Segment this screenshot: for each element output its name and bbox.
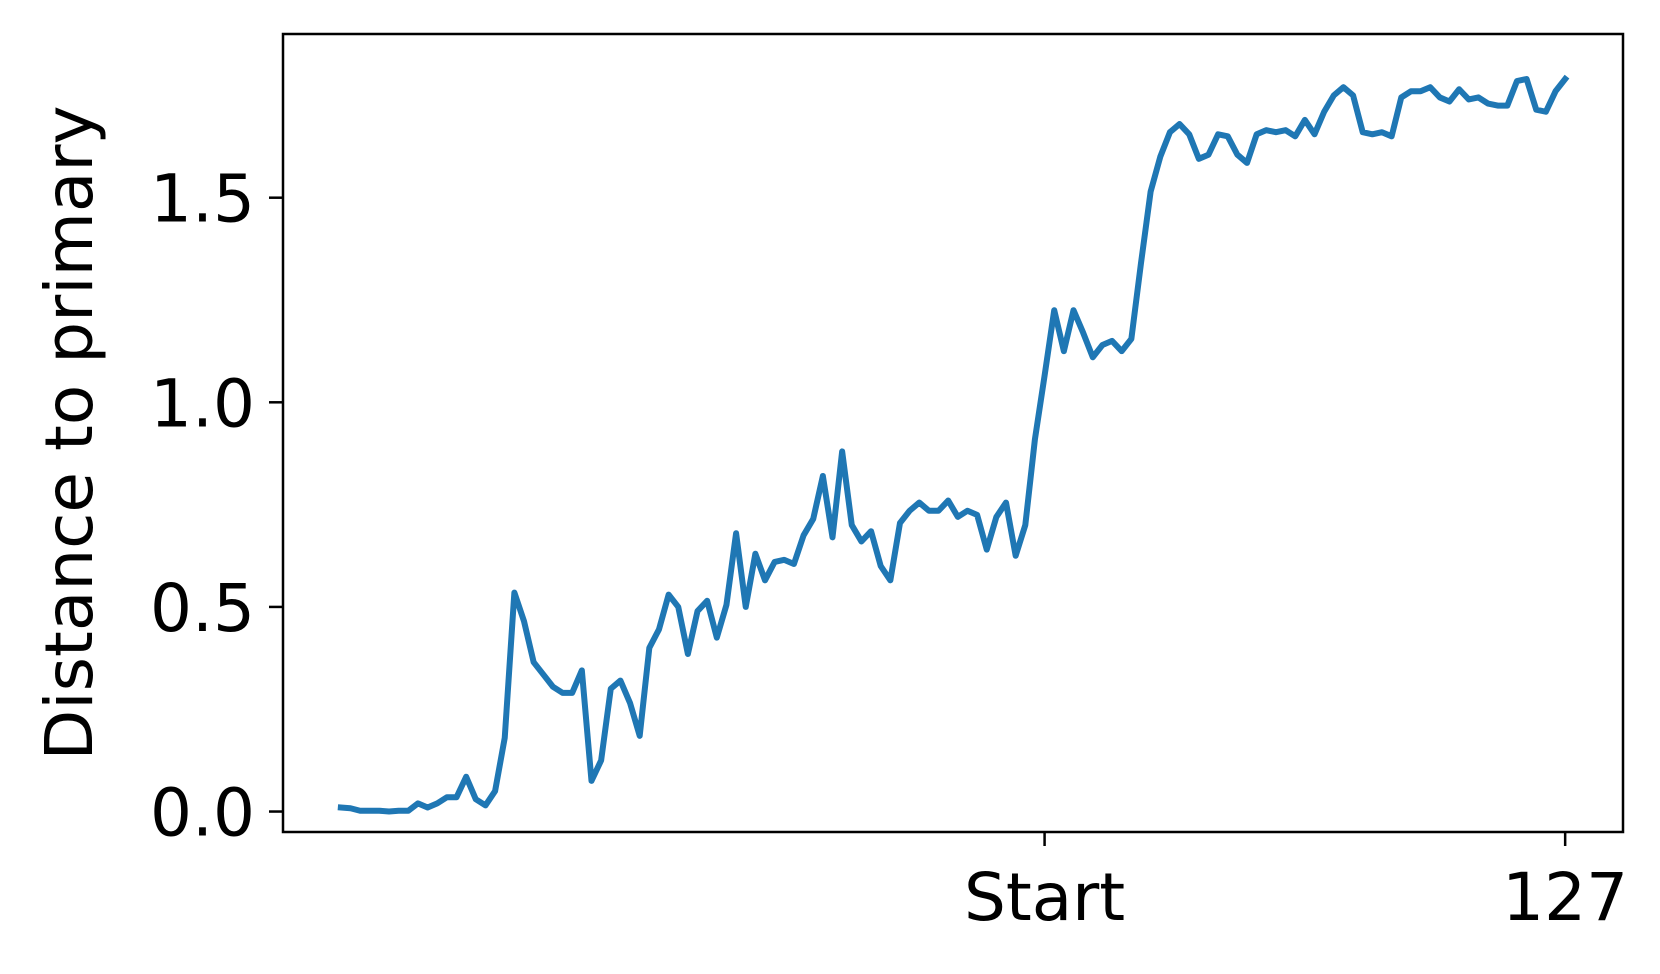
y-tick-label-1: 0.5 (150, 570, 255, 647)
plot-frame (281, 32, 1625, 834)
x-axis: Start 127 (964, 832, 1628, 936)
y-tick-label-2: 1.0 (150, 365, 255, 442)
y-axis: 0.0 0.5 1.0 1.5 (150, 161, 283, 852)
series-line-0 (337, 74, 1570, 815)
x-tick-label-1: 127 (1502, 859, 1628, 936)
x-tick-label-0: Start (964, 859, 1125, 936)
y-axis-title: Distance to primary (31, 105, 108, 760)
plot-layer (337, 74, 1570, 815)
y-tick-label-3: 1.5 (150, 161, 255, 238)
y-tick-label-0: 0.0 (150, 775, 255, 852)
